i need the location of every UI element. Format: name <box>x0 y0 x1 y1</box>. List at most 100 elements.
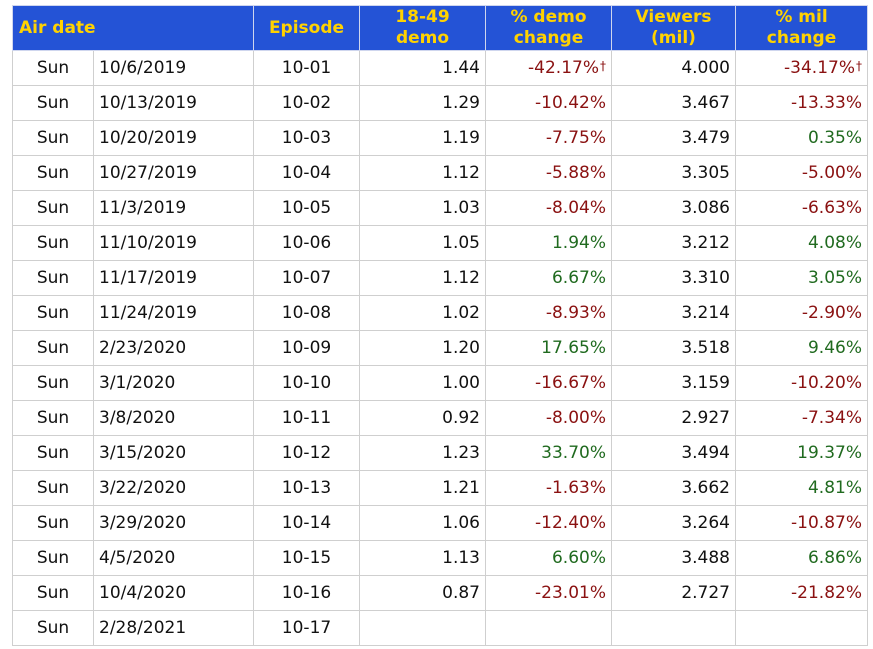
viewers-cell-value: 3.467 <box>681 93 730 113</box>
table-body: Sun 10/6/2019 10-01 1.44 -42.17%† 4.000 -34.17… <box>12 50 868 646</box>
header-mil-change-label-2: change <box>766 28 837 48</box>
demo-cell: 1.13 <box>359 540 486 576</box>
table-row: Sun 3/15/2020 10-12 1.23 33.70% 3.494 19.37% <box>12 435 868 471</box>
demo-cell-value: 1.19 <box>442 128 480 148</box>
demo-change-cell <box>485 610 612 646</box>
day-cell-value: Sun <box>36 128 70 148</box>
header-demo-change[interactable]: % demo change <box>485 5 612 51</box>
table-row: Sun 10/6/2019 10-01 1.44 -42.17%† 4.000 -34.17… <box>12 50 868 86</box>
demo-change-cell: -5.88% <box>485 155 612 191</box>
date-cell: 11/24/2019 <box>93 295 254 331</box>
episode-cell-value: 10-12 <box>281 443 332 463</box>
viewers-cell: 3.479 <box>611 120 736 156</box>
date-cell: 10/13/2019 <box>93 85 254 121</box>
day-cell-value: Sun <box>36 338 70 358</box>
demo-change-cell: -8.00% <box>485 400 612 436</box>
episode-cell-value: 10-06 <box>281 233 332 253</box>
mil-change-cell: 4.08% <box>735 225 868 261</box>
header-mil-change[interactable]: % mil change <box>735 5 868 51</box>
demo-cell: 1.06 <box>359 505 486 541</box>
date-cell: 11/3/2019 <box>93 190 254 226</box>
demo-cell: 1.44 <box>359 50 486 86</box>
viewers-cell-value: 3.488 <box>681 548 730 568</box>
demo-cell: 0.92 <box>359 400 486 436</box>
table-row: Sun 10/13/2019 10-02 1.29 -10.42% 3.467 -13.33… <box>12 85 868 121</box>
viewers-cell <box>611 610 736 646</box>
mil-change-cell: -7.34% <box>735 400 868 436</box>
date-cell-value: 11/17/2019 <box>99 268 197 288</box>
day-cell-value: Sun <box>36 548 70 568</box>
episode-cell-value: 10-17 <box>281 618 332 638</box>
episode-cell: 10-10 <box>253 365 360 401</box>
demo-change-cell-value: -16.67% <box>535 373 606 393</box>
dagger-mark: † <box>856 59 862 73</box>
header-mil-change-label-1: % mil <box>775 7 828 27</box>
table-row: Sun 10/20/2019 10-03 1.19 -7.75% 3.479 0.35% <box>12 120 868 156</box>
viewers-cell: 3.305 <box>611 155 736 191</box>
mil-change-cell: -10.87% <box>735 505 868 541</box>
day-cell: Sun <box>12 155 94 191</box>
episode-cell-value: 10-02 <box>281 93 332 113</box>
mil-change-cell-value: 6.86% <box>807 548 862 568</box>
demo-change-cell-value: 33.70% <box>541 443 606 463</box>
date-cell: 10/27/2019 <box>93 155 254 191</box>
demo-change-cell-value: -8.04% <box>545 198 606 218</box>
date-cell-value: 3/1/2020 <box>99 373 176 393</box>
demo-change-cell-value: -8.93% <box>545 303 606 323</box>
viewers-cell-value: 3.264 <box>681 513 730 533</box>
day-cell-value: Sun <box>36 513 70 533</box>
viewers-cell-value: 3.214 <box>681 303 730 323</box>
header-episode[interactable]: Episode <box>253 5 360 51</box>
demo-change-cell: 1.94% <box>485 225 612 261</box>
header-viewers-label-2: (mil) <box>651 28 696 48</box>
demo-cell-value: 1.00 <box>442 373 480 393</box>
mil-change-cell-value: 4.81% <box>807 478 862 498</box>
date-cell: 2/23/2020 <box>93 330 254 366</box>
mil-change-cell-value: 9.46% <box>807 338 862 358</box>
demo-cell: 1.02 <box>359 295 486 331</box>
episode-cell-value: 10-07 <box>281 268 332 288</box>
header-air-date-label: Air date <box>19 17 96 38</box>
day-cell: Sun <box>12 505 94 541</box>
table-row: Sun 10/27/2019 10-04 1.12 -5.88% 3.305 -5.00% <box>12 155 868 191</box>
ratings-table: Air date Episode 18-49 demo % demo change … <box>12 5 868 646</box>
header-demo[interactable]: 18-49 demo <box>359 5 486 51</box>
day-cell-value: Sun <box>36 198 70 218</box>
table-row: Sun 2/28/2021 10-17 <box>12 610 868 646</box>
date-cell: 11/17/2019 <box>93 260 254 296</box>
viewers-cell-value: 3.494 <box>681 443 730 463</box>
day-cell: Sun <box>12 365 94 401</box>
demo-change-cell: 33.70% <box>485 435 612 471</box>
date-cell-value: 11/3/2019 <box>99 198 187 218</box>
day-cell: Sun <box>12 575 94 611</box>
demo-change-cell: 17.65% <box>485 330 612 366</box>
day-cell-value: Sun <box>36 373 70 393</box>
header-viewers[interactable]: Viewers (mil) <box>611 5 736 51</box>
day-cell: Sun <box>12 435 94 471</box>
date-cell-value: 11/10/2019 <box>99 233 197 253</box>
date-cell: 10/4/2020 <box>93 575 254 611</box>
demo-cell: 1.12 <box>359 260 486 296</box>
mil-change-cell: 6.86% <box>735 540 868 576</box>
table-row: Sun 3/1/2020 10-10 1.00 -16.67% 3.159 -10.20% <box>12 365 868 401</box>
day-cell: Sun <box>12 330 94 366</box>
date-cell: 10/20/2019 <box>93 120 254 156</box>
viewers-cell: 4.000 <box>611 50 736 86</box>
mil-change-cell: -5.00% <box>735 155 868 191</box>
demo-cell: 1.12 <box>359 155 486 191</box>
demo-change-cell-value: 6.60% <box>551 548 606 568</box>
demo-cell-value: 1.23 <box>442 443 480 463</box>
demo-change-cell-value: -10.42% <box>535 93 606 113</box>
header-demo-label-2: demo <box>395 28 450 48</box>
mil-change-cell-value: -6.63% <box>801 198 862 218</box>
header-air-date[interactable]: Air date <box>12 5 254 51</box>
day-cell: Sun <box>12 190 94 226</box>
day-cell: Sun <box>12 85 94 121</box>
mil-change-cell: 19.37% <box>735 435 868 471</box>
demo-cell-value: 1.20 <box>442 338 480 358</box>
table-header: Air date Episode 18-49 demo % demo change … <box>12 5 868 51</box>
day-cell-value: Sun <box>36 163 70 183</box>
demo-cell: 0.87 <box>359 575 486 611</box>
day-cell: Sun <box>12 470 94 506</box>
